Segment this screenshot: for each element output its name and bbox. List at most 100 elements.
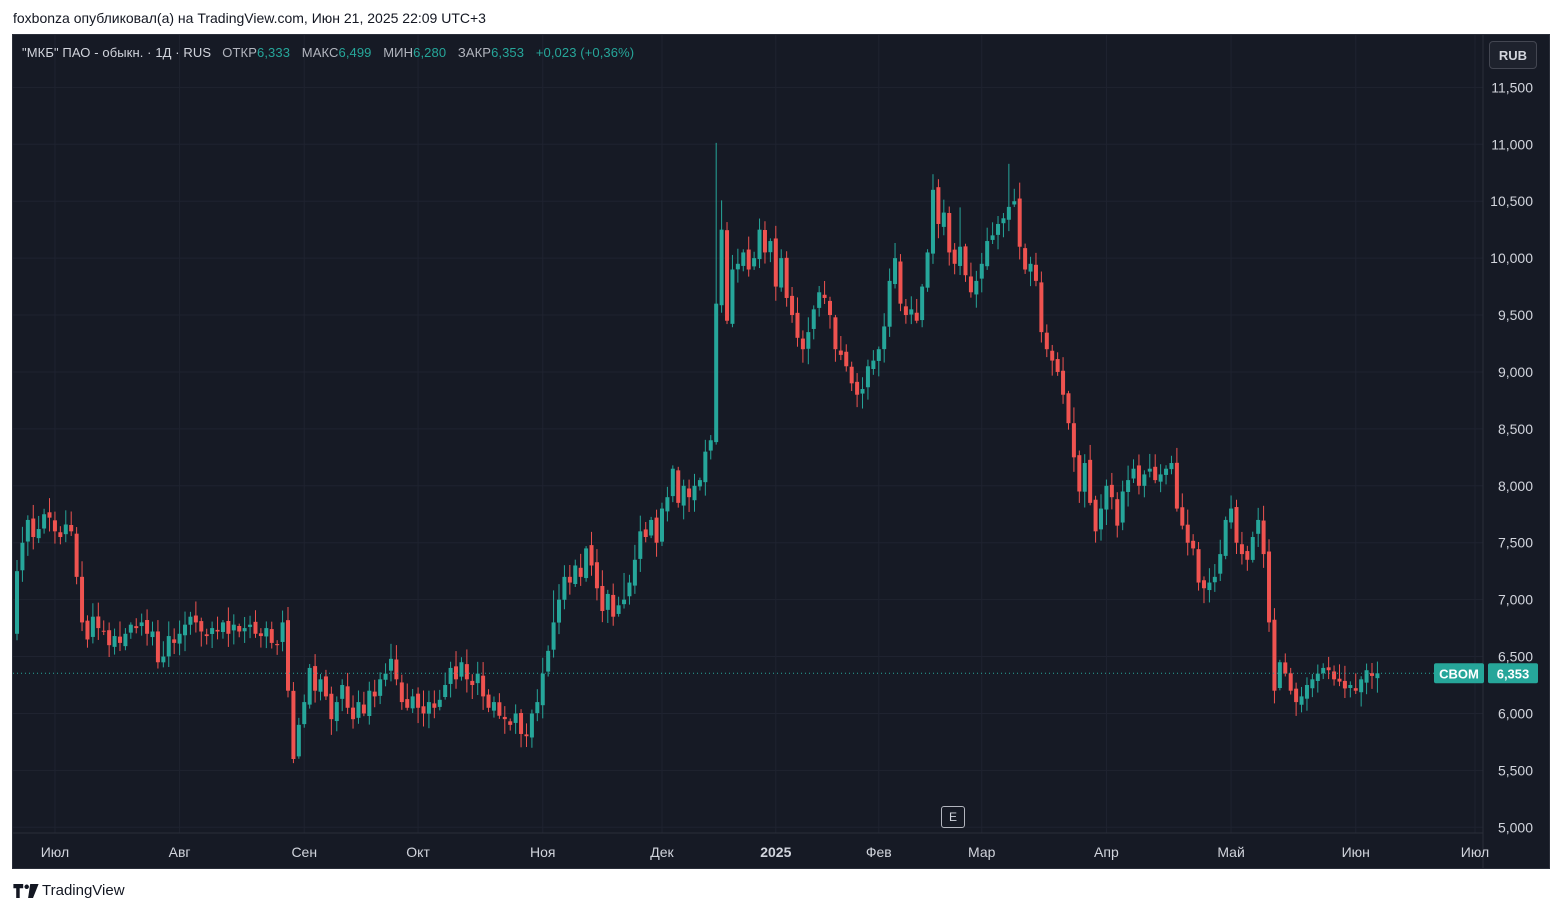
candle-body: [557, 599, 561, 623]
candle-body: [611, 594, 616, 617]
candle-body: [735, 263, 740, 270]
candle-body: [594, 562, 599, 589]
candle-body: [166, 636, 171, 657]
candle-body: [1050, 350, 1055, 361]
price-badge-label: 6,353: [1497, 666, 1530, 681]
candle-body: [1364, 670, 1369, 683]
candle-body: [291, 690, 296, 760]
candle-body: [1174, 462, 1179, 509]
candle-body: [491, 702, 496, 711]
candle-body: [1120, 491, 1125, 523]
candle-body: [215, 629, 220, 632]
candle-body: [1039, 282, 1044, 333]
candle-body: [697, 480, 702, 487]
candle-body: [719, 229, 724, 306]
x-tick-label: Июн: [1342, 844, 1370, 860]
candle-body: [85, 620, 90, 640]
candle-body: [567, 576, 572, 583]
candle-body: [551, 622, 556, 650]
candle-body: [876, 349, 881, 361]
candle-body: [1033, 264, 1038, 281]
candle-body: [253, 621, 258, 634]
candle-body: [1109, 484, 1114, 498]
symbol-legend: "МКБ" ПАО - обыкн. · 1Д · RUS ОТКР6,333 …: [22, 45, 634, 60]
candle-body: [296, 724, 301, 757]
candle-body: [535, 702, 540, 714]
candle-body: [367, 690, 372, 716]
candle-body: [519, 712, 524, 734]
candle-body: [996, 223, 1001, 235]
candle-body: [752, 258, 757, 267]
candle-body: [914, 312, 919, 321]
earnings-event-marker[interactable]: E: [941, 806, 965, 828]
candle-body: [470, 680, 475, 686]
candle-body: [838, 350, 843, 355]
x-tick-label: Авг: [169, 844, 191, 860]
candle-body: [833, 317, 838, 350]
brand-label: TradingView: [42, 882, 125, 899]
candle-body: [52, 520, 57, 532]
candle-body: [1061, 370, 1066, 395]
candle-body: [1229, 508, 1234, 523]
tradingview-logo-icon: [13, 883, 39, 898]
currency-button[interactable]: RUB: [1489, 41, 1537, 69]
candle-body: [1321, 667, 1326, 674]
candle-body: [1332, 671, 1337, 680]
candle-body: [1158, 474, 1163, 482]
ticker-badge-bg: [1434, 663, 1484, 684]
candle-body: [1001, 218, 1006, 224]
x-tick-label: Мар: [968, 844, 996, 860]
candle-body: [1017, 198, 1022, 247]
candle-body: [508, 721, 513, 725]
candle-body: [80, 576, 85, 623]
candle-body: [1180, 507, 1185, 526]
candle-body: [768, 241, 773, 253]
candle-body: [107, 630, 112, 646]
candle-body: [529, 713, 534, 738]
candle-body: [990, 235, 995, 240]
candle-body: [481, 675, 486, 697]
chart-panel[interactable]: 5,000 5,500 6,000 6,500 7,000 7,500 8,000 8,500…: [12, 34, 1550, 869]
candle-body: [817, 292, 822, 308]
candle-body: [654, 517, 659, 543]
candle-body: [741, 252, 746, 266]
candle-body: [887, 280, 892, 327]
candle-body: [1239, 544, 1244, 555]
candlestick-chart[interactable]: 5,000 5,500 6,000 6,500 7,000 7,500 8,000 8,500…: [13, 35, 1549, 868]
y-tick-label: 10,000: [1490, 250, 1533, 266]
y-tick-label: 7,500: [1498, 535, 1533, 551]
candle-body: [573, 565, 578, 585]
candle-body: [383, 673, 388, 680]
candle-body: [947, 212, 952, 253]
candle-body: [600, 585, 605, 612]
candle-body: [1142, 474, 1147, 486]
candle-body: [307, 667, 312, 705]
candle-body: [779, 258, 784, 288]
candle-body: [1153, 466, 1158, 481]
candle-body: [1185, 524, 1190, 543]
x-tick-label: Окт: [406, 844, 430, 860]
candle-body: [280, 622, 285, 642]
candle-body: [703, 451, 708, 483]
candle-body: [437, 699, 442, 707]
candle-body: [275, 644, 280, 646]
y-tick-label: 10,500: [1490, 193, 1533, 209]
candle-body: [882, 326, 887, 350]
candle-body: [63, 524, 68, 535]
y-tick-label: 6,000: [1498, 705, 1533, 721]
candle-body: [930, 189, 935, 254]
candle-body: [941, 212, 946, 227]
candle-body: [237, 625, 242, 632]
candle-body: [730, 269, 735, 324]
candle-body: [150, 631, 155, 638]
x-tick-label: Май: [1217, 844, 1244, 860]
candle-body: [584, 548, 589, 579]
candle-body: [475, 673, 480, 684]
candle-body: [659, 508, 664, 542]
candle-body: [1277, 662, 1282, 689]
candle-body: [687, 488, 692, 498]
candle-body: [643, 529, 648, 538]
candle-body: [849, 366, 854, 384]
candle-body: [622, 599, 627, 605]
candle-body: [1006, 206, 1011, 220]
